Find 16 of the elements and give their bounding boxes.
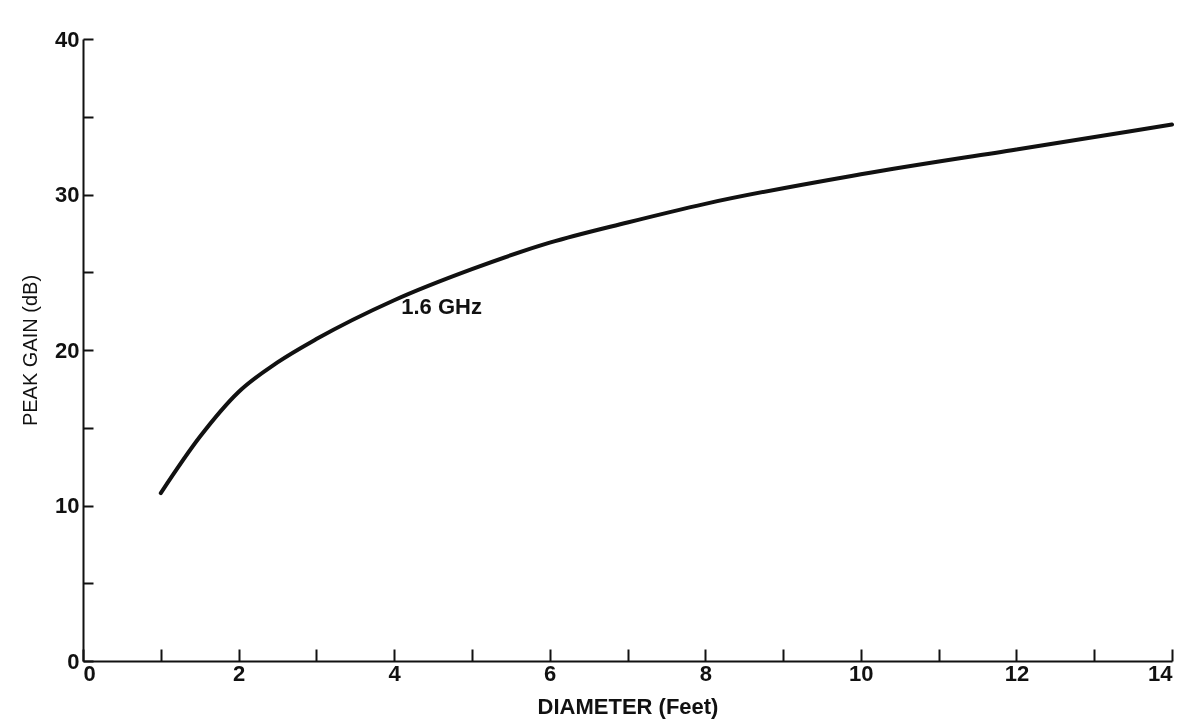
y-axis-title: PEAK GAIN (dB) — [19, 274, 42, 427]
x-tick-label: 2 — [232, 660, 246, 686]
x-tick-label: 10 — [849, 660, 874, 686]
y-tick-label: 30 — [55, 182, 80, 207]
x-tick-label: 14 — [1148, 660, 1174, 686]
series-label: 1.6 GHz — [401, 294, 482, 320]
y-tick-label: 20 — [55, 337, 80, 363]
x-tick-label: 12 — [1004, 660, 1030, 686]
x-tick-label: 6 — [544, 660, 557, 686]
y-tick-label: 10 — [55, 493, 80, 518]
line-series — [158, 122, 1174, 496]
x-tick-label: 0 — [83, 660, 96, 686]
y-tick-label: 40 — [55, 26, 80, 52]
x-axis-title: DIAMETER (Feet) — [537, 693, 719, 719]
x-tick-label: 4 — [388, 660, 402, 686]
x-tick-label: 8 — [699, 660, 712, 686]
